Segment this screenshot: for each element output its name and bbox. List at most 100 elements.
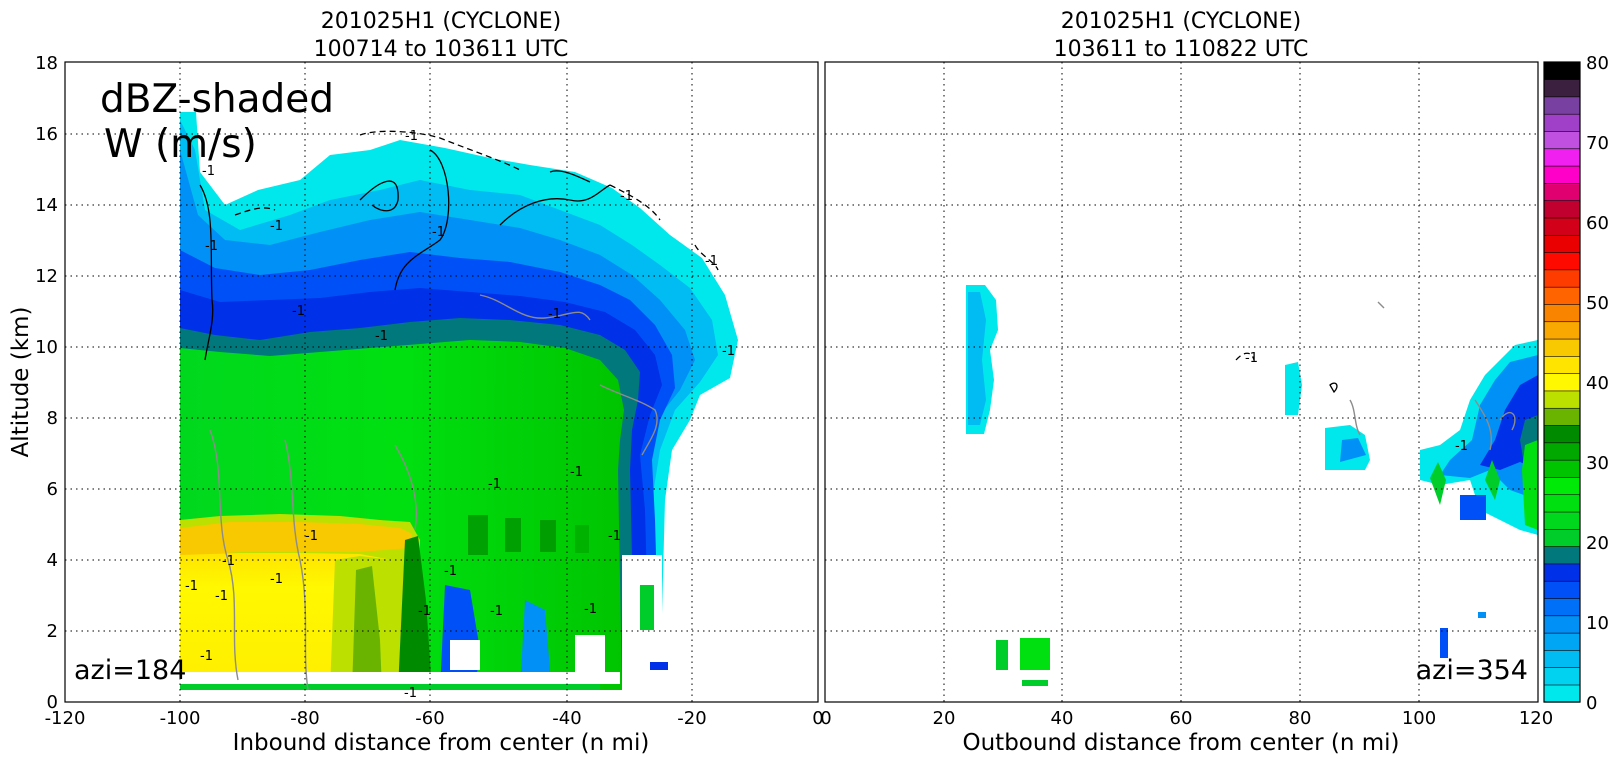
echo-cell [1440, 628, 1448, 658]
right-subtitle: 103611 to 110822 UTC [1054, 37, 1309, 62]
contour-line [209, 429, 239, 681]
colorbar: 0 10 20 30 40 50 60 70 80 [1543, 53, 1609, 714]
contour-line [694, 244, 719, 271]
left-contour-labels: -1 -1 -1 -1 -1 -1 -1 -1 -1 -1 -1 -1 -1 -… [185, 129, 735, 701]
right-x-ticks: 0 20 40 60 80 100 120 [820, 708, 1553, 729]
y-tick-label: 12 [35, 266, 58, 287]
colorbar-tick-label: 50 [1586, 293, 1609, 314]
x-tick-label: -40 [552, 708, 581, 729]
colorbar-swatch [1543, 269, 1581, 288]
echo-streak [505, 518, 521, 552]
y-axis-label: Altitude (km) [8, 307, 34, 458]
left-y-ticks: 0 2 4 6 8 10 12 14 16 18 [35, 53, 58, 713]
contour-line [1377, 301, 1385, 309]
echo-cell [1020, 638, 1050, 670]
colorbar-swatch [1543, 251, 1581, 271]
contour-label: -1 [1245, 351, 1258, 366]
contour-line [1349, 399, 1361, 436]
y-tick-label: 6 [47, 479, 58, 500]
contour-label: -1 [200, 649, 213, 664]
contour-label: -1 [608, 529, 621, 544]
contour-line [359, 180, 399, 212]
echo-layer-rainshaft [352, 566, 382, 690]
contour-label: -1 [375, 329, 388, 344]
colorbar-tick-label: 10 [1586, 613, 1609, 634]
y-tick-label: 16 [35, 124, 58, 145]
contour-line [394, 444, 417, 531]
colorbar-swatch [1543, 200, 1581, 219]
contour-label: -1 [444, 564, 457, 579]
x-tick-label: -120 [45, 708, 86, 729]
x-tick-label: 100 [1402, 708, 1436, 729]
echo-bottom-strip [180, 672, 620, 684]
contour-label: -1 [620, 189, 633, 204]
echo-patch [640, 585, 654, 630]
right-reflectivity-field [966, 285, 1538, 686]
echo-cell [1340, 438, 1366, 462]
echo-streak [540, 520, 556, 552]
contour-line [1499, 411, 1516, 431]
x-tick-label: 20 [933, 708, 956, 729]
left-reflectivity-field [180, 112, 738, 702]
contour-label: -1 [570, 465, 583, 480]
colorbar-swatch [1543, 338, 1581, 357]
left-grid [65, 62, 818, 702]
contour-label: -1 [722, 344, 735, 359]
colorbar-swatch [1543, 546, 1581, 565]
left-x-ticks: -120 -100 -80 -60 -40 -20 0 [45, 708, 824, 729]
contour-line [609, 184, 661, 221]
left-x-axis-label: Inbound distance from center (n mi) [233, 730, 650, 756]
colorbar-swatch [1543, 286, 1581, 305]
echo-layer-lowblue [520, 600, 550, 690]
echo-cell [1285, 362, 1302, 415]
x-tick-label: 80 [1289, 708, 1312, 729]
right-contour-labels: -1 -1 [1245, 351, 1468, 454]
contour-label: -1 [705, 254, 718, 269]
colorbar-swatch [1543, 684, 1581, 703]
x-tick-label: -80 [290, 708, 319, 729]
x-tick-label: 60 [1170, 708, 1193, 729]
echo-below-strip [180, 690, 630, 702]
colorbar-tick-label: 30 [1586, 453, 1609, 474]
colorbar-swatch [1543, 424, 1581, 444]
colorbar-tick-label: 0 [1586, 693, 1597, 714]
colorbar-swatch [1543, 113, 1581, 132]
colorbar-swatch [1543, 442, 1581, 461]
right-x-axis-label: Outbound distance from center (n mi) [963, 730, 1400, 756]
contour-label: -1 [584, 602, 597, 617]
contour-label: -1 [292, 304, 305, 319]
colorbar-swatch [1543, 373, 1581, 392]
colorbar-swatch [1543, 321, 1581, 340]
contour-label: -1 [270, 219, 283, 234]
echo-gap [450, 640, 480, 670]
x-tick-label: 40 [1051, 708, 1074, 729]
echo-bottom-strip [180, 684, 600, 690]
echo-gap [575, 635, 605, 675]
right-panel: 201025H1 (CYCLONE) 103611 to 110822 UTC [820, 9, 1553, 756]
colorbar-tick-label: 40 [1586, 373, 1609, 394]
contour-line [199, 184, 214, 361]
y-tick-label: 4 [47, 550, 58, 571]
colorbar-swatch [1543, 165, 1581, 184]
echo-streak [468, 515, 488, 555]
colorbar-swatch [1543, 355, 1581, 374]
contour-label: -1 [404, 686, 417, 701]
colorbar-swatch [1543, 563, 1581, 582]
colorbar-swatch [1543, 459, 1581, 478]
y-tick-label: 8 [47, 408, 58, 429]
left-panel: 201025H1 (CYCLONE) 100714 to 103611 UTC [8, 9, 824, 756]
echo-layer-brightband [180, 522, 412, 690]
colorbar-swatch [1543, 632, 1581, 651]
echo-cell [968, 292, 986, 425]
y-tick-label: 0 [47, 692, 58, 713]
x-tick-label: -20 [677, 708, 706, 729]
colorbar-tick-label: 70 [1586, 133, 1609, 154]
right-azimuth-label: azi=354 [1416, 655, 1528, 686]
contour-label: -1 [488, 477, 501, 492]
colorbar-swatch [1543, 130, 1581, 150]
colorbar-swatches [1543, 61, 1581, 703]
colorbar-tick-label: 80 [1586, 53, 1609, 74]
colorbar-swatch [1543, 78, 1581, 98]
contour-line [599, 384, 658, 456]
